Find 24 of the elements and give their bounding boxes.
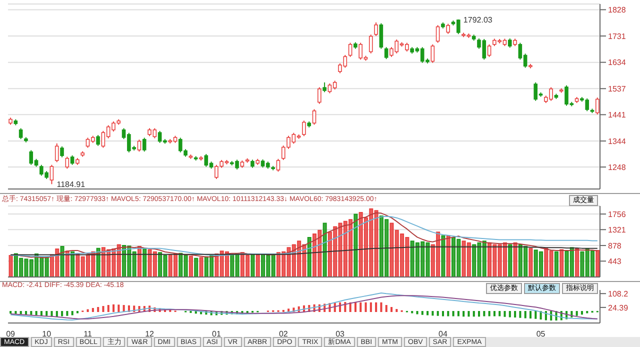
y-tick-label: 1441 [608,110,626,120]
x-tick-label: 03 [336,330,346,339]
x-tick-label: 05 [536,330,546,339]
x-tick-label: 01 [212,330,222,339]
x-tick-label: 02 [278,330,288,339]
y-tick-label: 108.2 [608,289,629,298]
y-tick-label: 1248 [608,162,626,172]
y-tick-label: 1344 [608,136,626,146]
y-tick-label: 1537 [608,84,626,94]
y-tick-label: 1321 [608,225,626,234]
y-tick-label: 1756 [608,210,626,219]
x-tick-label: 11 [84,330,92,339]
x-tick-label: 12 [145,330,155,339]
y-tick-label: 1828 [608,6,626,15]
x-tick-label: 09 [6,330,16,339]
x-tick-label: 10 [42,330,52,339]
x-tick-label: 04 [438,330,448,339]
y-tick-label: 1634 [608,58,626,68]
y-tick-label: 878 [608,241,622,250]
y-tick-label: 443 [608,256,622,266]
y-tick-label: 24.39 [608,303,629,312]
annotation: 1184.91 [56,180,86,189]
y-tick-label: 1731 [608,32,626,41]
annotation: 1792.03 [463,15,493,24]
